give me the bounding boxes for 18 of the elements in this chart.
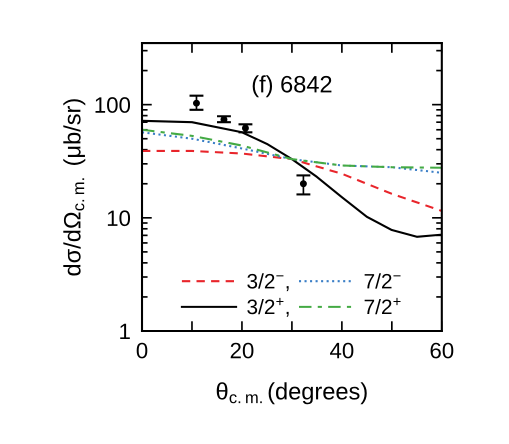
legend-label: 3/2$^{−}$,	[247, 273, 289, 292]
x-axis-title: θ$_{c.m.}$(degrees)	[216, 382, 367, 404]
legend-label: 7/2$^{−}$	[364, 273, 401, 289]
x-tick-label: 0	[136, 342, 148, 358]
legend-label: 3/2$^{+}$,	[247, 298, 289, 317]
x-tick-label: 60	[430, 342, 454, 358]
y-tick-label: 100	[96, 97, 130, 113]
point	[242, 124, 249, 132]
y-axis-title: dσ/dΩ$_{c.m.}$ (μb/sr)	[63, 99, 86, 276]
legend-label: 7/2$^{+}$	[364, 298, 401, 314]
line-series	[142, 150, 442, 212]
y-tick-label: 1	[120, 324, 130, 340]
x-tick-label: 20	[230, 342, 254, 358]
x-tick-label: 40	[330, 342, 354, 358]
y-tick-label: 10	[108, 210, 130, 226]
point	[300, 180, 307, 188]
point	[193, 100, 200, 107]
annotation: (f) 6842	[252, 75, 332, 98]
